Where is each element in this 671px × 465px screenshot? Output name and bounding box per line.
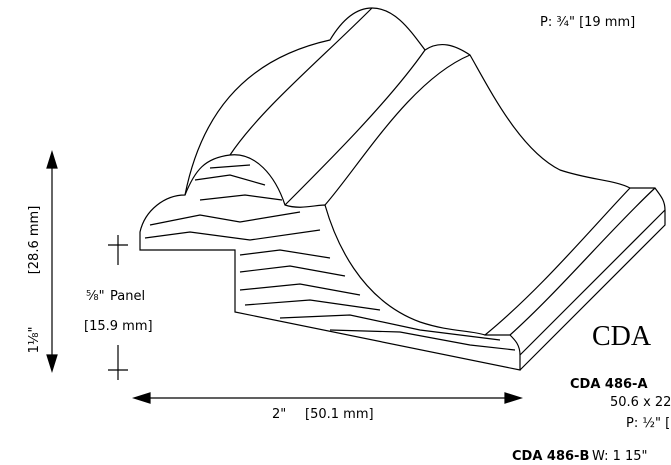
panel-mm: [15.9 mm]: [84, 319, 153, 334]
width-mm: [50.1 mm]: [305, 407, 374, 422]
height-mm: [28.6 mm]: [27, 206, 42, 275]
item-b-code: CDA 486-B: [512, 449, 589, 464]
molding-profile: [139, 154, 521, 371]
panel-label: Panel: [110, 289, 145, 304]
dimensions: [46, 149, 524, 404]
panel-inches: ⅝": [86, 289, 105, 304]
item-b-width: W: 1 15": [592, 449, 648, 464]
pitch-top: P: ¾" [19 mm]: [540, 15, 635, 30]
width-inches: 2": [272, 407, 286, 422]
model-title: CDA: [592, 321, 652, 352]
item-a-code: CDA 486-A: [570, 377, 648, 392]
molding-3d: [184, 7, 666, 371]
item-a-pitch: P: ½" [1: [626, 416, 671, 431]
height-inches: 1⅛": [27, 327, 42, 354]
wood-grain: [144, 164, 516, 351]
item-a-size: 50.6 x 22: [610, 395, 671, 410]
